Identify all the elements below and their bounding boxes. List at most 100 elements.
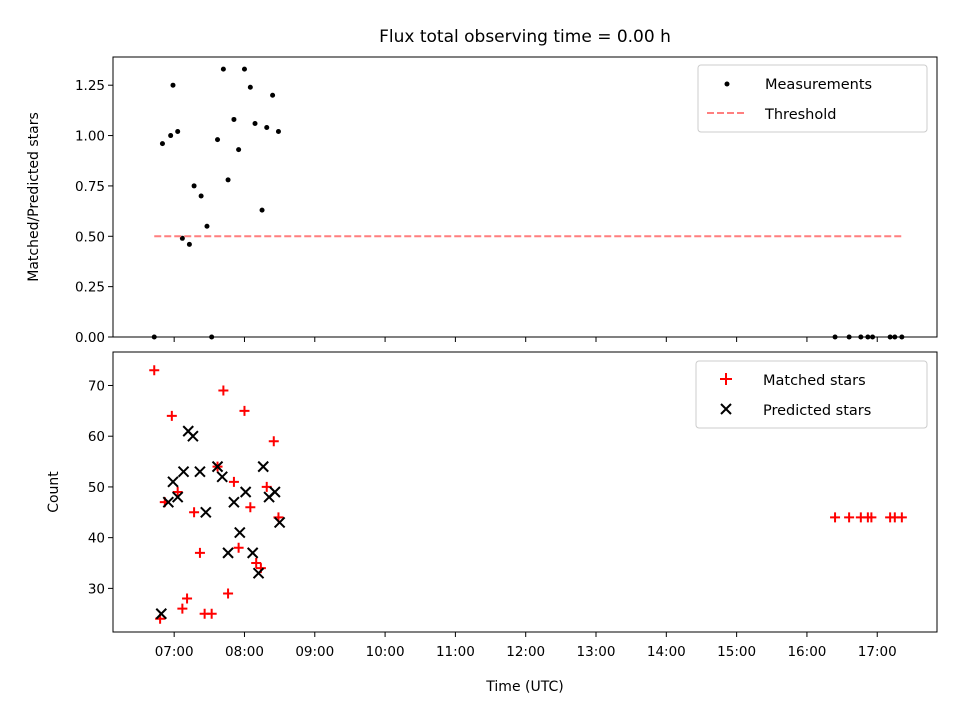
- measurements-point: [231, 116, 237, 122]
- predicted-stars-point: [239, 486, 252, 498]
- measurements-point: [241, 66, 247, 72]
- predicted-stars-point: [234, 526, 246, 539]
- measurements-point: [892, 334, 898, 340]
- measurements-point: [168, 133, 174, 139]
- top-y-tick-label: 1.25: [75, 78, 105, 94]
- predicted-stars-point: [273, 516, 286, 529]
- top-y-tick-label: 0.75: [75, 179, 105, 195]
- top-panel: 0.00 0.25 0.50 0.75 1.00 1.25 Matched/Predict…: [26, 56, 938, 346]
- legend-matched-marker: [720, 373, 732, 385]
- matched-stars-point: [172, 487, 183, 497]
- measurements-point: [865, 334, 871, 340]
- matched-stars-point: [166, 410, 177, 421]
- measurements-point: [215, 137, 221, 143]
- matched-stars-point: [233, 542, 244, 553]
- legend-measurements-label: Measurements: [765, 77, 872, 93]
- predicted-stars-point: [211, 460, 224, 473]
- measurements-point: [186, 241, 192, 247]
- predicted-stars-point: [252, 567, 265, 579]
- x-tick-label: 10:00: [366, 644, 405, 660]
- x-axis-label: Time (UTC): [485, 679, 563, 695]
- measurements-point: [832, 334, 838, 340]
- x-tick-label: 07:00: [155, 644, 194, 660]
- x-tick-label: 08:00: [225, 644, 264, 660]
- legend-predicted-marker: [720, 403, 732, 415]
- top-legend-box: [697, 64, 928, 133]
- predicted-stars-point: [216, 471, 228, 483]
- top-plot-marks: [151, 66, 905, 340]
- bottom-plot-marks: [149, 365, 907, 624]
- x-tick-label: 17:00: [858, 644, 897, 660]
- measurements-point: [275, 129, 281, 135]
- measurements-point: [252, 120, 258, 126]
- matched-stars-point: [223, 588, 234, 599]
- top-plot-frame: [112, 56, 938, 338]
- legend-threshold-label: Threshold: [764, 107, 836, 123]
- measurements-point: [225, 177, 231, 183]
- bottom-legend-box: [695, 360, 928, 429]
- measurements-point: [170, 82, 176, 88]
- matched-stars-point: [245, 502, 256, 513]
- matched-stars-point: [206, 608, 217, 619]
- top-y-tick-label: 0.00: [75, 330, 105, 346]
- measurements-point: [209, 334, 215, 340]
- measurements-point: [204, 223, 210, 229]
- top-x-ticks: [173, 337, 878, 342]
- bottom-y-tick-label: 70: [88, 378, 105, 394]
- legend-measurements-marker: [724, 81, 730, 87]
- measurements-point: [264, 125, 270, 131]
- x-tick-label: 12:00: [506, 644, 545, 660]
- measurements-point: [191, 183, 197, 189]
- x-tick-label: 11:00: [436, 644, 475, 660]
- bottom-y-tick-label: 50: [88, 480, 105, 496]
- bottom-y-tick-label: 30: [88, 581, 105, 597]
- matched-stars-point: [194, 547, 205, 558]
- measurements-point: [846, 334, 852, 340]
- matched-stars-point: [177, 603, 188, 614]
- x-tick-label: 14:00: [647, 644, 686, 660]
- top-y-axis: 0.00 0.25 0.50 0.75 1.00 1.25: [75, 78, 113, 346]
- legend-matched-label: Matched stars: [763, 373, 866, 389]
- x-tick-label: 09:00: [295, 644, 334, 660]
- measurements-point: [858, 334, 864, 340]
- measurements-point: [236, 147, 242, 153]
- matched-stars-point: [268, 436, 279, 447]
- predicted-stars-point: [187, 430, 199, 442]
- measurements-point: [259, 207, 265, 213]
- matched-stars-point: [149, 365, 160, 376]
- chart-title: Flux total observing time = 0.00 h: [379, 27, 671, 47]
- predicted-stars-point: [222, 547, 234, 559]
- predicted-stars-point: [177, 466, 190, 478]
- bottom-x-axis: 07:00 08:00 09:00 10:00 11:00 12:00 13:00 14:00…: [155, 632, 897, 660]
- bottom-y-tick-label: 40: [88, 531, 105, 547]
- measurements-point: [899, 334, 905, 340]
- top-legend: Measurements Threshold: [697, 64, 928, 133]
- matched-stars-point: [896, 512, 907, 523]
- predicted-stars-point: [257, 460, 269, 473]
- measurements-point: [175, 129, 181, 135]
- legend-predicted-label: Predicted stars: [763, 403, 871, 419]
- bottom-panel: 30 40 50 60 70 07:00 08:00 09:00 10:00 11:00 12:0…: [46, 351, 938, 660]
- x-tick-label: 13:00: [577, 644, 616, 660]
- predicted-stars-point: [162, 496, 175, 508]
- matched-stars-point: [239, 405, 250, 416]
- measurements-point: [220, 66, 226, 72]
- predicted-stars-point: [194, 466, 206, 478]
- matched-stars-point: [830, 512, 841, 523]
- measurements-point: [247, 84, 253, 90]
- predicted-stars-point: [171, 491, 184, 503]
- measurements-point: [870, 334, 876, 340]
- predicted-stars-point: [167, 476, 179, 488]
- matched-stars-point: [228, 476, 239, 487]
- measurements-point: [270, 92, 276, 98]
- top-y-tick-label: 1.00: [75, 129, 105, 145]
- predicted-stars-point: [200, 506, 212, 518]
- bottom-y-tick-label: 60: [88, 429, 105, 445]
- predicted-stars-point: [269, 486, 281, 498]
- matched-stars-point: [189, 507, 200, 518]
- matched-stars-point: [218, 385, 229, 396]
- x-tick-label: 16:00: [787, 644, 826, 660]
- matched-stars-point: [182, 593, 193, 604]
- bottom-y-axis-label: Count: [46, 471, 62, 513]
